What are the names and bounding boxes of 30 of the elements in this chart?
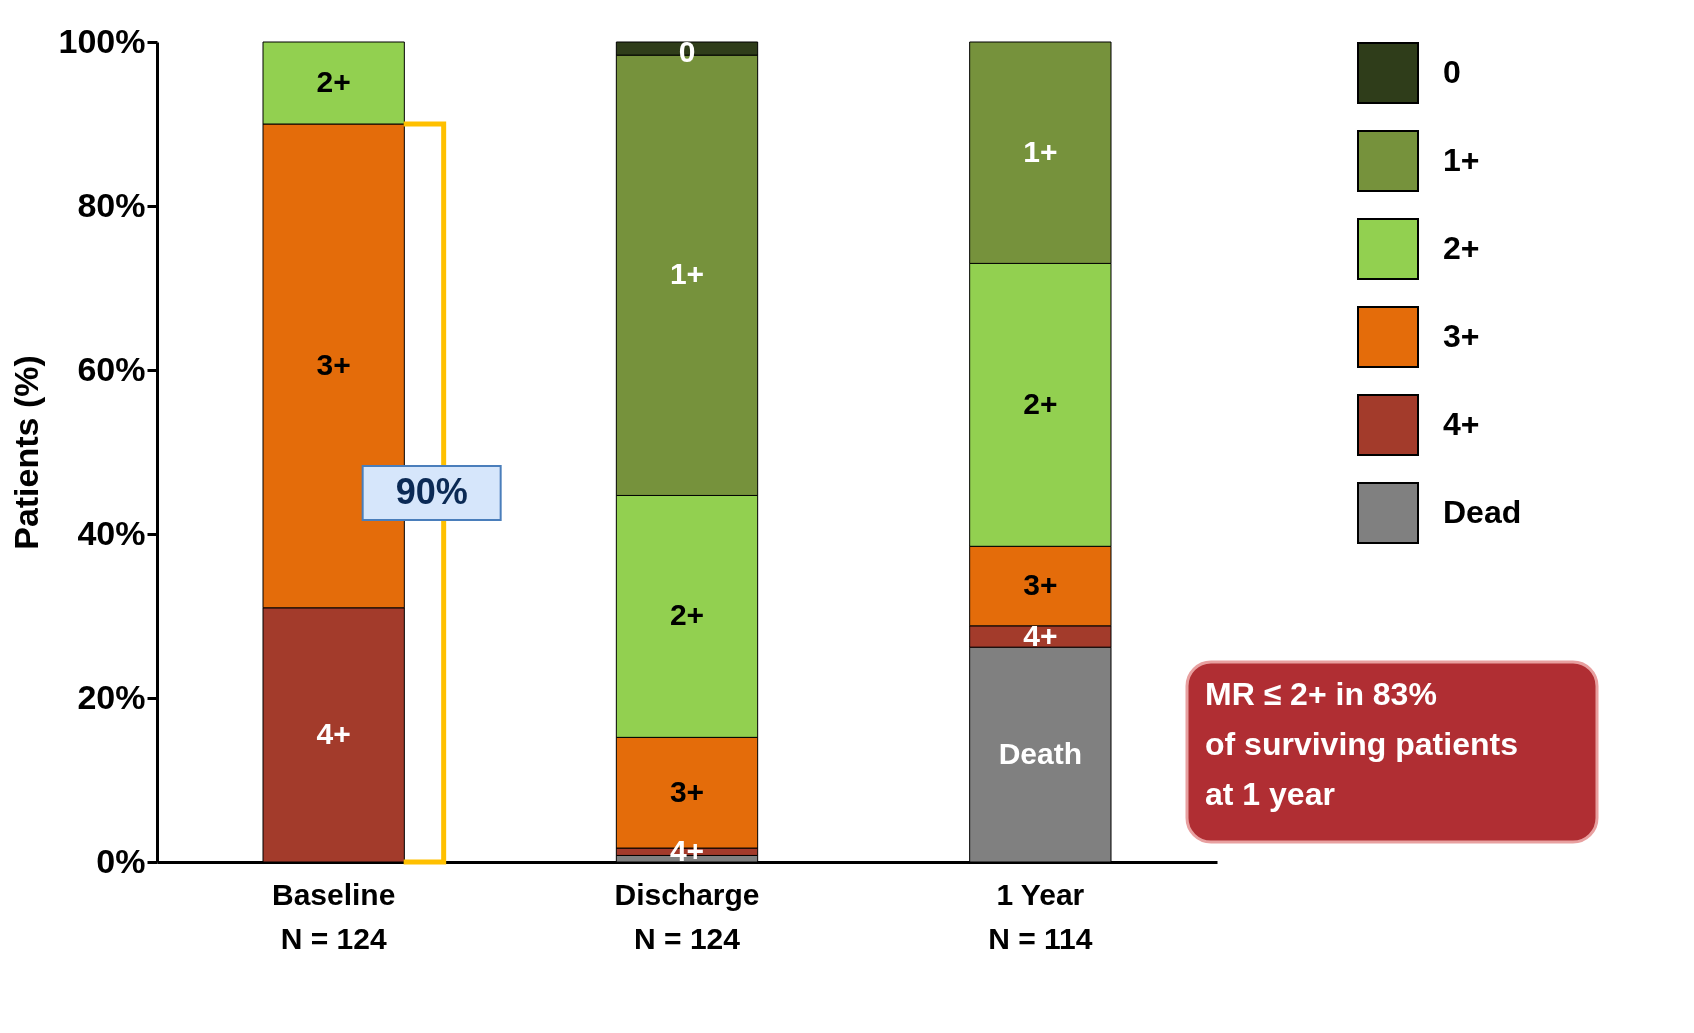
data-label: 3+ <box>1023 568 1058 602</box>
annotation: MR ≤ 2+ in 83% of surviving patients at 1 year <box>1205 676 1518 812</box>
legend-label: 0 <box>1443 54 1461 90</box>
y-tick-label: 20% <box>77 677 146 716</box>
data-label: 1+ <box>1023 134 1058 168</box>
data-label: 3+ <box>316 347 351 381</box>
data-label: 2+ <box>1023 386 1058 420</box>
data-label: 3+ <box>669 774 705 808</box>
data-label: Death <box>998 736 1083 770</box>
x-tick-label: 1 Year N = 114 <box>988 877 1093 955</box>
data-label: 2+ <box>316 65 351 98</box>
annotation: 0 <box>678 35 696 68</box>
y-tick-label: 80% <box>77 185 146 224</box>
data-label: 4+ <box>1023 618 1058 652</box>
y-tick-label: 0% <box>96 841 146 880</box>
y-tick-label: 60% <box>77 349 146 388</box>
legend-label: 3+ <box>1443 318 1480 354</box>
y-axis-title: Patients (%) <box>6 355 45 550</box>
legend-label: Dead <box>1443 494 1522 530</box>
data-label: 4+ <box>316 716 351 750</box>
x-tick-label: Baseline N = 124 <box>271 877 396 955</box>
legend-label: 1+ <box>1443 142 1480 178</box>
annotation: 90% <box>395 471 468 512</box>
y-tick-label: 40% <box>77 513 146 552</box>
legend-label: 4+ <box>1443 406 1480 442</box>
y-tick-label: 100% <box>58 21 146 60</box>
data-label: 1+ <box>669 257 705 291</box>
data-label: 2+ <box>669 598 705 632</box>
legend-label: 2+ <box>1443 230 1480 266</box>
x-tick-label: Discharge N = 124 <box>614 877 760 955</box>
